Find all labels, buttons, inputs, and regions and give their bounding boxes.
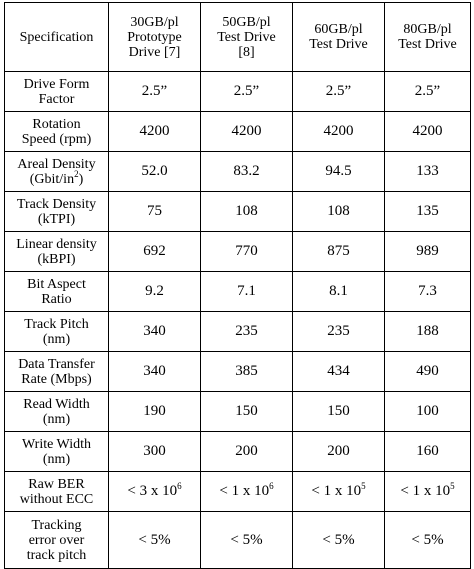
row-label-raw-ber: Raw BER without ECC bbox=[4, 471, 109, 512]
table-cell: 200 bbox=[292, 431, 385, 472]
table-cell: 7.1 bbox=[200, 271, 293, 312]
table-cell: 188 bbox=[384, 311, 471, 352]
table-cell: 875 bbox=[292, 231, 385, 272]
header-80gb-test-drive: 80GB/pl Test Drive bbox=[384, 2, 471, 72]
table-row: Data Transfer Rate (Mbps) 340 385 434 49… bbox=[4, 351, 471, 392]
table-cell: 300 bbox=[108, 431, 201, 472]
table-cell: 150 bbox=[200, 391, 293, 432]
table-cell: 94.5 bbox=[292, 151, 385, 192]
table-cell: 235 bbox=[200, 311, 293, 352]
table-row: Raw BER without ECC < 3 x 106 < 1 x 106 … bbox=[4, 471, 471, 512]
drive-specification-table: Specification 30GB/pl Prototype Drive [7… bbox=[4, 2, 471, 569]
table-row: Bit Aspect Ratio 9.2 7.1 8.1 7.3 bbox=[4, 271, 471, 312]
header-60gb-test-drive: 60GB/pl Test Drive bbox=[292, 2, 385, 72]
table-row: Tracking error over track pitch < 5% < 5… bbox=[4, 511, 471, 569]
table-cell: 2.5” bbox=[292, 71, 385, 112]
table-row: Read Width (nm) 190 150 150 100 bbox=[4, 391, 471, 432]
row-label-drive-form-factor: Drive Form Factor bbox=[4, 71, 109, 112]
table-cell: < 5% bbox=[200, 511, 293, 569]
row-label-write-width: Write Width (nm) bbox=[4, 431, 109, 472]
table-cell: 989 bbox=[384, 231, 471, 272]
header-50gb-test-drive: 50GB/pl Test Drive [8] bbox=[200, 2, 293, 72]
table-cell: 235 bbox=[292, 311, 385, 352]
table-cell: 692 bbox=[108, 231, 201, 272]
row-label-track-density: Track Density (kTPI) bbox=[4, 191, 109, 232]
table-cell: 4200 bbox=[384, 111, 471, 152]
table-cell: 490 bbox=[384, 351, 471, 392]
table-cell: 100 bbox=[384, 391, 471, 432]
header-30gb-prototype: 30GB/pl Prototype Drive [7] bbox=[108, 2, 201, 72]
table-cell: 160 bbox=[384, 431, 471, 472]
table-cell: 340 bbox=[108, 311, 201, 352]
table-cell: 4200 bbox=[108, 111, 201, 152]
table-cell: < 5% bbox=[292, 511, 385, 569]
table-cell: < 1 x 106 bbox=[200, 471, 293, 512]
table-cell: 133 bbox=[384, 151, 471, 192]
table-cell: 340 bbox=[108, 351, 201, 392]
table-cell: 4200 bbox=[200, 111, 293, 152]
row-label-tracking-error: Tracking error over track pitch bbox=[4, 511, 109, 569]
row-label-linear-density: Linear density (kBPI) bbox=[4, 231, 109, 272]
table-cell: 108 bbox=[292, 191, 385, 232]
table-cell: < 1 x 105 bbox=[384, 471, 471, 512]
table-cell: 150 bbox=[292, 391, 385, 432]
table-row: Drive Form Factor 2.5” 2.5” 2.5” 2.5” bbox=[4, 71, 471, 112]
row-label-bit-aspect-ratio: Bit Aspect Ratio bbox=[4, 271, 109, 312]
table-cell: 434 bbox=[292, 351, 385, 392]
table-cell: 52.0 bbox=[108, 151, 201, 192]
table-cell: 83.2 bbox=[200, 151, 293, 192]
row-label-rotation-speed: Rotation Speed (rpm) bbox=[4, 111, 109, 152]
table-cell: 4200 bbox=[292, 111, 385, 152]
table-cell: 200 bbox=[200, 431, 293, 472]
table-row: Write Width (nm) 300 200 200 160 bbox=[4, 431, 471, 472]
table-cell: 190 bbox=[108, 391, 201, 432]
header-row: Specification 30GB/pl Prototype Drive [7… bbox=[4, 2, 471, 72]
table-cell: 2.5” bbox=[108, 71, 201, 112]
table-cell: 385 bbox=[200, 351, 293, 392]
row-label-read-width: Read Width (nm) bbox=[4, 391, 109, 432]
table-cell: 770 bbox=[200, 231, 293, 272]
table-row: Track Pitch (nm) 340 235 235 188 bbox=[4, 311, 471, 352]
table-cell: 8.1 bbox=[292, 271, 385, 312]
spec-table-container: Specification 30GB/pl Prototype Drive [7… bbox=[4, 2, 471, 569]
row-label-areal-density: Areal Density (Gbit/in2) bbox=[4, 151, 109, 192]
table-cell: < 5% bbox=[384, 511, 471, 569]
table-row: Track Density (kTPI) 75 108 108 135 bbox=[4, 191, 471, 232]
table-cell: 108 bbox=[200, 191, 293, 232]
table-cell: 9.2 bbox=[108, 271, 201, 312]
table-cell: 2.5” bbox=[384, 71, 471, 112]
table-row: Linear density (kBPI) 692 770 875 989 bbox=[4, 231, 471, 272]
table-row: Rotation Speed (rpm) 4200 4200 4200 4200 bbox=[4, 111, 471, 152]
row-label-data-transfer-rate: Data Transfer Rate (Mbps) bbox=[4, 351, 109, 392]
header-specification: Specification bbox=[4, 2, 109, 72]
table-cell: < 1 x 105 bbox=[292, 471, 385, 512]
table-cell: < 5% bbox=[108, 511, 201, 569]
table-cell: 135 bbox=[384, 191, 471, 232]
row-label-track-pitch: Track Pitch (nm) bbox=[4, 311, 109, 352]
table-cell: 7.3 bbox=[384, 271, 471, 312]
table-cell: < 3 x 106 bbox=[108, 471, 201, 512]
table-row: Areal Density (Gbit/in2) 52.0 83.2 94.5 … bbox=[4, 151, 471, 192]
table-cell: 2.5” bbox=[200, 71, 293, 112]
table-cell: 75 bbox=[108, 191, 201, 232]
